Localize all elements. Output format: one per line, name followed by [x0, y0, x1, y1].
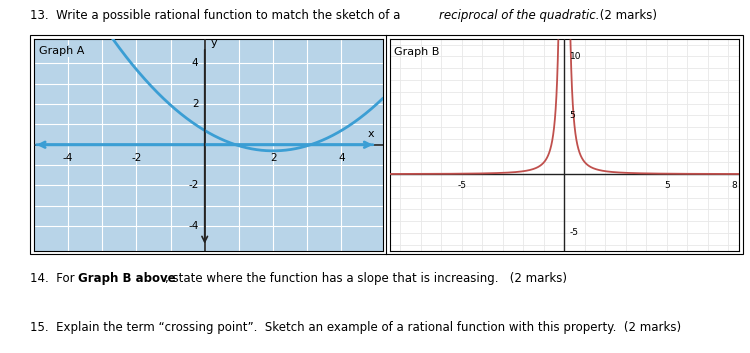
Text: , state where the function has a slope that is increasing.   (2 marks): , state where the function has a slope t…	[165, 272, 567, 285]
Text: Graph A: Graph A	[39, 46, 84, 56]
Text: -5: -5	[458, 181, 466, 190]
Text: -2: -2	[188, 180, 199, 191]
Text: -4: -4	[63, 153, 74, 163]
Text: Graph B above: Graph B above	[78, 272, 176, 285]
Text: 2: 2	[270, 153, 277, 163]
Text: y: y	[211, 38, 218, 48]
Text: 15.  Explain the term “crossing point”.  Sketch an example of a rational functio: 15. Explain the term “crossing point”. S…	[30, 321, 681, 334]
Text: -2: -2	[131, 153, 142, 163]
Text: reciprocal of the quadratic.: reciprocal of the quadratic.	[439, 9, 599, 22]
Text: 10: 10	[569, 52, 581, 61]
Text: -4: -4	[188, 221, 199, 231]
Text: (2 marks): (2 marks)	[596, 9, 657, 22]
Text: x: x	[368, 129, 374, 139]
Text: 13.  Write a possible rational function to match the sketch of a: 13. Write a possible rational function t…	[30, 9, 404, 22]
Text: Graph B: Graph B	[394, 47, 439, 57]
Text: 14.  For: 14. For	[30, 272, 78, 285]
Text: 5: 5	[664, 181, 670, 190]
Text: 8: 8	[732, 181, 737, 190]
Text: 2: 2	[192, 99, 199, 109]
Text: 4: 4	[192, 58, 199, 68]
Text: 4: 4	[338, 153, 345, 163]
Text: 5: 5	[569, 111, 575, 120]
Text: -5: -5	[569, 228, 578, 238]
